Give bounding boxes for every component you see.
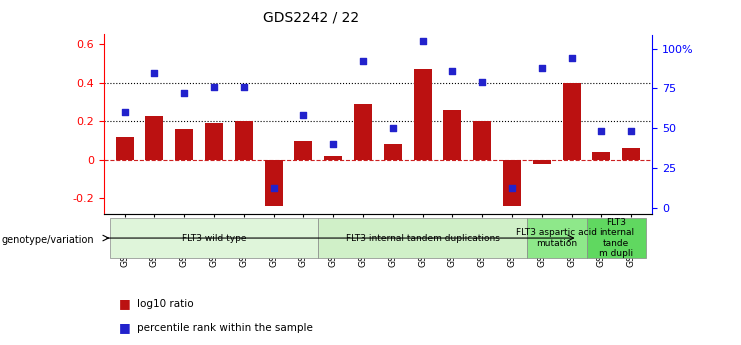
Bar <box>384 145 402 160</box>
Point <box>387 126 399 131</box>
Bar <box>325 156 342 160</box>
Point <box>625 129 637 134</box>
Point <box>536 65 548 71</box>
Bar <box>622 148 640 160</box>
Text: ■: ■ <box>119 321 130 334</box>
Point <box>565 56 577 61</box>
Text: log10 ratio: log10 ratio <box>137 299 193 308</box>
FancyBboxPatch shape <box>587 218 646 258</box>
Point <box>328 141 339 147</box>
Point <box>297 113 309 118</box>
Text: FLT3 aspartic acid
mutation: FLT3 aspartic acid mutation <box>516 228 597 248</box>
Bar <box>473 121 491 160</box>
Point <box>148 70 160 75</box>
Text: FLT3
internal
tande
m dupli: FLT3 internal tande m dupli <box>599 218 634 258</box>
Point <box>596 129 608 134</box>
Text: FLT3 internal tandem duplications: FLT3 internal tandem duplications <box>345 234 499 243</box>
Bar <box>205 123 223 160</box>
FancyBboxPatch shape <box>527 218 587 258</box>
Point <box>447 68 459 74</box>
Bar <box>235 121 253 160</box>
Point <box>238 84 250 90</box>
Text: GDS2242 / 22: GDS2242 / 22 <box>263 10 359 24</box>
Point <box>416 38 428 43</box>
Text: genotype/variation: genotype/variation <box>1 235 94 245</box>
Bar <box>533 160 551 164</box>
Text: FLT3 wild type: FLT3 wild type <box>182 234 246 243</box>
Bar <box>593 152 611 160</box>
FancyBboxPatch shape <box>110 218 319 258</box>
Bar <box>145 116 163 160</box>
Point <box>476 79 488 85</box>
Bar <box>413 69 431 160</box>
Text: percentile rank within the sample: percentile rank within the sample <box>137 323 313 333</box>
Bar <box>116 137 133 160</box>
Text: ■: ■ <box>119 297 130 310</box>
FancyBboxPatch shape <box>319 218 527 258</box>
Point <box>208 84 220 90</box>
Bar <box>443 110 462 160</box>
Point <box>357 59 369 64</box>
Bar <box>562 83 580 160</box>
Point <box>506 186 518 191</box>
Point <box>119 109 130 115</box>
Bar <box>265 160 282 206</box>
Bar <box>354 104 372 160</box>
Bar <box>294 141 313 160</box>
Bar <box>176 129 193 160</box>
Point <box>268 186 279 191</box>
Bar <box>503 160 521 206</box>
Point <box>179 90 190 96</box>
